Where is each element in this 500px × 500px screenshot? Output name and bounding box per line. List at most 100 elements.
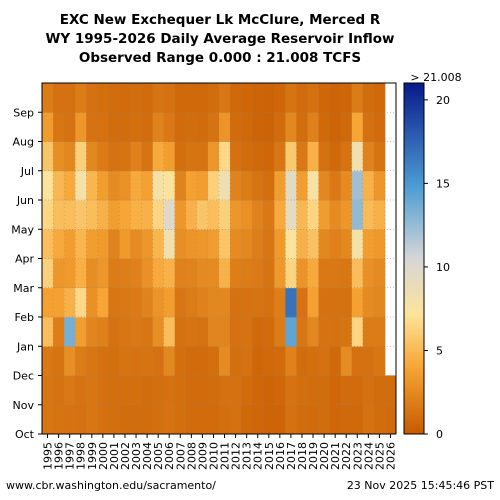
heatmap-cell <box>42 112 54 142</box>
heatmap-cell <box>285 83 297 113</box>
heatmap-cell <box>318 346 331 376</box>
heatmap-cell <box>241 141 253 172</box>
heatmap-cell <box>130 317 142 347</box>
heatmap-cell <box>362 346 375 376</box>
x-tick-label: 2024 <box>362 442 375 470</box>
heatmap-cell <box>274 112 286 142</box>
heatmap-cell <box>163 258 176 289</box>
heatmap-cell <box>119 375 131 406</box>
heatmap-cell <box>241 375 253 406</box>
heatmap-cell <box>285 404 297 435</box>
heatmap-cell <box>185 287 198 318</box>
heatmap-cell <box>263 112 275 142</box>
heatmap-cell <box>141 346 154 376</box>
heatmap-cell <box>130 141 142 172</box>
heatmap-cell <box>185 375 198 406</box>
heatmap-cell <box>196 375 209 406</box>
heatmap-cell <box>230 141 242 172</box>
heatmap-cell <box>329 83 342 113</box>
heatmap-cell <box>130 287 142 318</box>
heatmap-cell <box>42 404 54 435</box>
heatmap-cell <box>219 141 231 172</box>
heatmap-cell <box>340 375 353 406</box>
heatmap-cell <box>152 112 165 142</box>
heatmap-cell <box>296 346 308 376</box>
heatmap-cell <box>340 287 353 318</box>
x-tick-label: 2001 <box>108 442 121 470</box>
heatmap-cell <box>75 258 87 289</box>
heatmap-cell <box>274 317 286 347</box>
x-tick-label: 2025 <box>373 442 386 470</box>
heatmap-cell <box>318 375 331 406</box>
heatmap-cell <box>196 317 209 347</box>
heatmap-cell <box>318 170 331 201</box>
heatmap-cell <box>362 317 375 347</box>
heatmap-cell <box>163 170 176 201</box>
x-tick-label: 2010 <box>207 442 220 470</box>
heatmap-cell <box>362 404 375 435</box>
heatmap-cell <box>351 229 364 259</box>
heatmap-cell <box>373 375 386 406</box>
heatmap-cell <box>185 200 198 230</box>
heatmap-cell <box>241 346 253 376</box>
heatmap-cell <box>53 287 65 318</box>
heatmap-cell <box>296 287 308 318</box>
heatmap-cell <box>384 404 397 435</box>
heatmap-cell <box>152 346 165 376</box>
heatmap-cell <box>252 200 264 230</box>
heatmap-cell <box>185 258 198 289</box>
chart-title-line-1: EXC New Exchequer Lk McClure, Merced R <box>59 12 381 28</box>
heatmap-cell <box>152 229 165 259</box>
heatmap-cell <box>163 229 176 259</box>
heatmap-cell <box>219 83 231 113</box>
heatmap-cell <box>53 112 65 142</box>
heatmap-cell <box>130 375 142 406</box>
heatmap-cell <box>274 287 286 318</box>
heatmap-cell <box>53 346 65 376</box>
colorbar-tick-label: 5 <box>436 344 443 357</box>
heatmap-cell <box>241 317 253 347</box>
heatmap-cell <box>75 375 87 406</box>
y-tick-label: Oct <box>15 428 35 441</box>
y-tick-label: Feb <box>15 311 34 324</box>
heatmap-cell <box>329 317 342 347</box>
heatmap-cell <box>351 375 364 406</box>
heatmap-cell <box>53 170 65 201</box>
heatmap-cell <box>252 258 264 289</box>
heatmap-cell <box>196 141 209 172</box>
heatmap-cell <box>163 317 176 347</box>
heatmap-cell <box>351 346 364 376</box>
heatmap-cell <box>230 83 242 113</box>
heatmap-cell <box>119 141 131 172</box>
heatmap-cell <box>97 346 109 376</box>
heatmap-cell <box>296 83 308 113</box>
heatmap-cell <box>130 346 142 376</box>
heatmap-cell <box>196 170 209 201</box>
heatmap-cell <box>307 258 319 289</box>
heatmap-cell <box>75 287 87 318</box>
heatmap-cell <box>130 112 142 142</box>
heatmap-cell <box>86 258 98 289</box>
heatmap-cell <box>75 170 87 201</box>
heatmap-cell <box>296 404 308 435</box>
heatmap-cell <box>196 404 209 435</box>
heatmap-cell <box>373 346 386 376</box>
heatmap-cell <box>318 258 331 289</box>
heatmap-cell <box>163 141 176 172</box>
heatmap-cell <box>296 229 308 259</box>
heatmap-cell <box>373 83 386 113</box>
heatmap-cell <box>373 200 386 230</box>
heatmap-cell <box>42 141 54 172</box>
heatmap-cell <box>152 170 165 201</box>
heatmap-cell <box>252 287 264 318</box>
heatmap-cell <box>108 346 120 376</box>
heatmap-cell <box>53 375 65 406</box>
heatmap-cell <box>263 346 275 376</box>
heatmap-cell <box>351 200 364 230</box>
heatmap-cell <box>42 200 54 230</box>
heatmap-cell <box>285 375 297 406</box>
heatmap-cell <box>152 83 165 113</box>
heatmap-cell <box>274 229 286 259</box>
heatmap-cell <box>97 317 109 347</box>
heatmap-cell <box>97 141 109 172</box>
